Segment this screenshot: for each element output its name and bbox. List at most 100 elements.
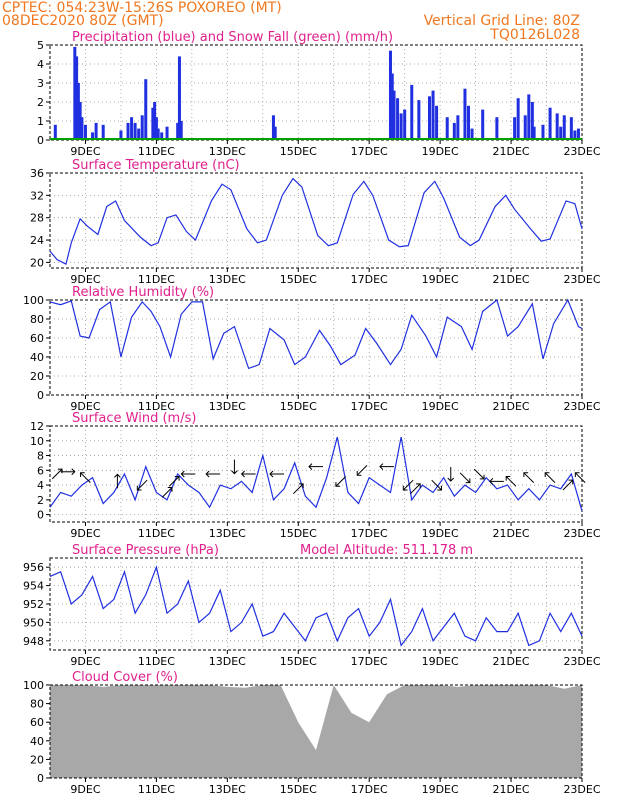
x-tick-label: 23DEC bbox=[563, 527, 600, 540]
wind-arrow-head bbox=[402, 485, 408, 491]
panel-frame bbox=[49, 172, 583, 269]
precip-bar bbox=[101, 124, 105, 140]
y-tick-label: 100 bbox=[23, 294, 44, 307]
y-tick-label: 24 bbox=[30, 234, 44, 247]
wind-arrow-head bbox=[523, 472, 529, 477]
y-tick-label: 0 bbox=[37, 772, 44, 785]
wind-arrow bbox=[505, 476, 517, 487]
panel-title: Surface Temperature (nC) bbox=[72, 158, 240, 173]
precip-bar bbox=[273, 126, 277, 140]
wind-arrow bbox=[402, 479, 414, 491]
precip-bar bbox=[154, 117, 158, 140]
x-tick-label: 9DEC bbox=[70, 655, 100, 668]
precip-bar bbox=[80, 117, 84, 140]
wind-arrow bbox=[544, 472, 556, 483]
precip-bar bbox=[133, 122, 137, 140]
wind-arrow bbox=[523, 472, 535, 483]
precip-bar bbox=[523, 115, 527, 140]
x-tick-label: 19DEC bbox=[422, 400, 459, 413]
x-tick-label: 21DEC bbox=[493, 400, 530, 413]
x-tick-label: 19DEC bbox=[422, 273, 459, 286]
x-tick-label: 17DEC bbox=[351, 273, 388, 286]
y-tick-label: 12 bbox=[30, 420, 44, 433]
panel-subtitle: Model Altitude: 511.178 m bbox=[300, 543, 473, 558]
x-tick-label: 17DEC bbox=[351, 400, 388, 413]
wind-arrow bbox=[410, 483, 421, 495]
wind-arrow bbox=[161, 487, 173, 498]
wind-arrow-head bbox=[489, 478, 494, 485]
precip-bar bbox=[53, 124, 57, 140]
y-tick-label: 954 bbox=[23, 580, 44, 593]
series-line bbox=[49, 565, 583, 647]
wind-arrow bbox=[356, 465, 368, 476]
x-tick-label: 11DEC bbox=[138, 400, 175, 413]
wind-arrow bbox=[335, 476, 347, 487]
wind-arrow bbox=[574, 472, 586, 483]
x-tick-label: 13DEC bbox=[209, 400, 246, 413]
x-tick-label: 13DEC bbox=[209, 527, 246, 540]
precip-bar bbox=[126, 122, 130, 140]
precip-bar bbox=[83, 124, 87, 140]
x-tick-label: 21DEC bbox=[493, 655, 530, 668]
precip-bar bbox=[94, 122, 98, 140]
x-tick-label: 13DEC bbox=[209, 655, 246, 668]
wind-arrow bbox=[168, 476, 180, 487]
x-tick-label: 21DEC bbox=[493, 273, 530, 286]
panel-3: Surface Wind (m/s) 0 2 4 68 10 12 9DEC 11DEC 13DE… bbox=[30, 411, 601, 540]
wind-arrow bbox=[80, 472, 91, 483]
precip-bar bbox=[73, 46, 77, 140]
panel-title: Surface Pressure (hPa) bbox=[72, 543, 219, 558]
y-tick-label: 10 bbox=[30, 435, 44, 448]
y-tick-label: 4 bbox=[37, 58, 44, 71]
precip-bar bbox=[555, 113, 559, 140]
precip-bar bbox=[75, 56, 79, 140]
precip-bar bbox=[463, 88, 467, 140]
precip-bar bbox=[156, 128, 160, 140]
y-tick-label: 0 bbox=[37, 389, 44, 402]
y-tick-label: 1 bbox=[37, 115, 44, 128]
precip-bar bbox=[562, 115, 566, 140]
wind-arrow-head bbox=[205, 470, 210, 478]
wind-arrow-head bbox=[114, 473, 121, 478]
precip-bar bbox=[388, 50, 392, 141]
precip-bar bbox=[532, 126, 536, 140]
y-tick-label: 952 bbox=[23, 598, 44, 611]
wind-arrow-head bbox=[180, 470, 185, 478]
y-tick-label: 20 bbox=[30, 370, 44, 383]
precip-bar bbox=[177, 56, 181, 140]
y-tick-label: 80 bbox=[30, 313, 44, 326]
precip-bar bbox=[541, 124, 545, 140]
precip-bar bbox=[467, 105, 471, 140]
precip-bar bbox=[151, 107, 155, 140]
x-tick-label: 9DEC bbox=[70, 783, 100, 796]
panel-5: Cloud Cover (%) 0 20 40 60 80 100 9DEC 11DEC 13DE… bbox=[23, 670, 601, 796]
header-date: 08DEC2020 80Z (GMT) bbox=[2, 13, 164, 29]
precip-bar bbox=[78, 102, 82, 140]
precip-bar bbox=[390, 73, 394, 140]
y-tick-label: 0 bbox=[37, 509, 44, 522]
y-tick-label: 2 bbox=[37, 96, 44, 109]
x-tick-label: 21DEC bbox=[493, 527, 530, 540]
y-tick-label: 4 bbox=[37, 479, 44, 492]
precip-bar bbox=[427, 96, 431, 140]
precip-bar bbox=[130, 117, 134, 140]
precip-bar bbox=[527, 94, 531, 140]
wind-arrow-head bbox=[335, 482, 341, 487]
header-grid-line: Vertical Grid Line: 80Z bbox=[424, 13, 580, 29]
x-tick-label: 9DEC bbox=[70, 527, 100, 540]
x-tick-label: 13DEC bbox=[209, 273, 246, 286]
wind-arrow bbox=[562, 479, 574, 491]
wind-arrow bbox=[459, 472, 471, 483]
y-tick-label: 956 bbox=[23, 561, 44, 574]
y-tick-label: 6 bbox=[37, 464, 44, 477]
wind-arrow bbox=[51, 468, 63, 480]
precip-bar bbox=[137, 128, 141, 140]
precip-bar bbox=[140, 115, 144, 140]
x-tick-label: 11DEC bbox=[138, 527, 175, 540]
precip-bar bbox=[573, 130, 577, 140]
wind-arrow-head bbox=[479, 474, 485, 480]
y-tick-label: 80 bbox=[30, 698, 44, 711]
wind-arrow-head bbox=[505, 475, 511, 481]
wind-arrow-head bbox=[136, 485, 142, 491]
